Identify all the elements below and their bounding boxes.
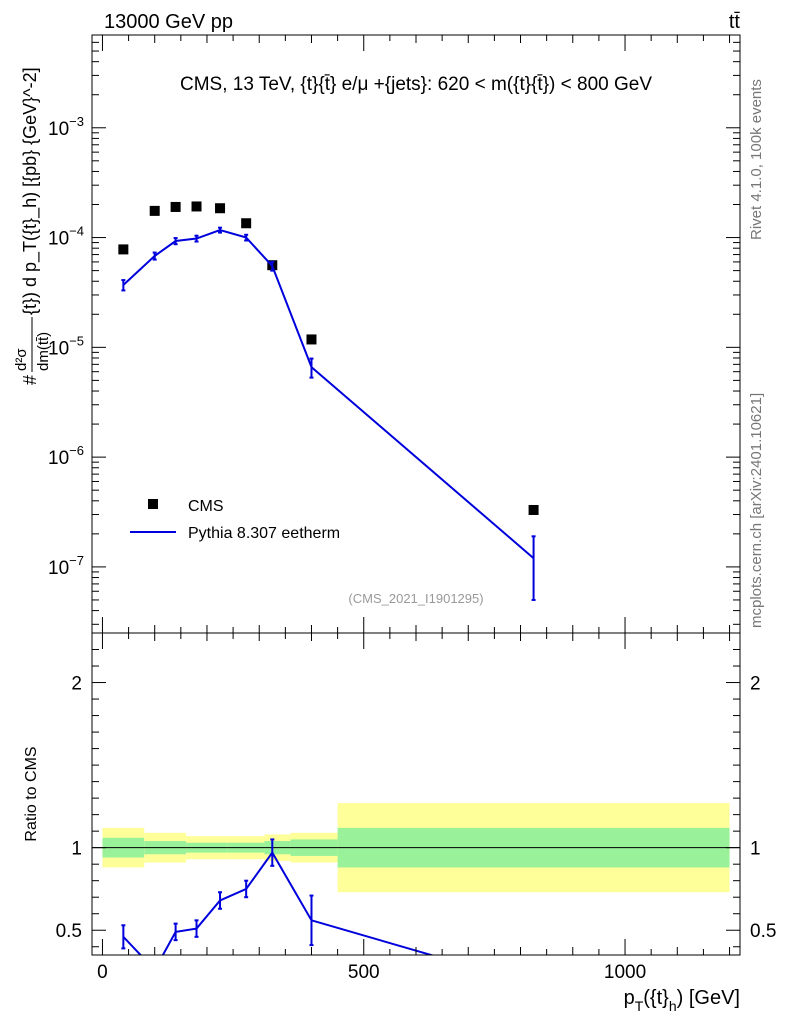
cms-marker — [528, 504, 539, 515]
y-tick-label-exp: −4 — [69, 224, 84, 239]
legend-cms-label: CMS — [188, 498, 224, 515]
y-tick-label-base: 10 — [48, 338, 69, 359]
y-tick-label-exp: −5 — [69, 333, 84, 348]
y-tick-label-exp: −6 — [69, 443, 84, 458]
mcplots-label: mcplots.cern.ch [arXiv:2401.10621] — [748, 393, 765, 628]
ratio-y-tick-label: 1 — [71, 839, 82, 860]
ratio-y-tick-label: 0.5 — [56, 921, 82, 942]
analysis-tag: (CMS_2021_I1901295) — [348, 591, 483, 606]
y-axis-label-frac-num: d²σ — [13, 348, 30, 371]
cms-marker — [191, 201, 202, 212]
x-tick-label: 500 — [348, 962, 380, 983]
legend-cms-marker — [148, 499, 158, 509]
cms-marker — [215, 203, 226, 214]
main-frame — [91, 34, 741, 634]
y-tick-label-base: 10 — [48, 119, 69, 140]
cms-marker — [306, 334, 317, 345]
x-axis-label-sub-h: h — [669, 998, 677, 1014]
cms-marker — [118, 244, 129, 255]
ratio-frame — [91, 632, 741, 956]
y-tick-label-base: 10 — [48, 229, 69, 250]
legend-pythia-label: Pythia 8.307 eetherm — [188, 525, 340, 542]
y-tick-label: 10−5 — [48, 333, 84, 359]
x-tick-label: 0 — [97, 962, 108, 983]
legend: CMS Pythia 8.307 eetherm — [130, 498, 340, 542]
y-tick-label-base: 10 — [48, 558, 69, 579]
y-tick-label-exp: −7 — [69, 553, 84, 568]
ratio-y-label: Ratio to CMS — [23, 746, 40, 841]
x-tick-label: 1000 — [604, 962, 646, 983]
y-axis-label-rest: {t}) d p_T({t}_h) [{pb} {GeV}^-2] — [20, 67, 41, 315]
ratio-panel: 0 500 1000 0.5 0.5 1 1 2 2 Ratio to CMS — [23, 632, 776, 983]
rivet-label: Rivet 4.1.0, 100k events — [748, 79, 765, 240]
cms-marker — [170, 201, 181, 212]
chart-title: CMS, 13 TeV, {t}{t̄} e/μ +{jets}: 620 < … — [180, 74, 652, 95]
ratio-y-tick-label-right: 2 — [750, 674, 761, 695]
y-tick-label: 10−4 — [48, 224, 84, 250]
x-axis-label-p: p — [624, 987, 635, 1009]
ratio-y-tick-label-right: 1 — [750, 839, 761, 860]
svg-text:pT({t}h) [GeV]: pT({t}h) [GeV] — [624, 987, 740, 1014]
x-axis-label-mid: ({t} — [643, 987, 669, 1009]
header-right: tt̄ — [729, 11, 741, 33]
pythia-line — [122, 229, 535, 559]
main-panel: 10−710−610−510−410−3 CMS, 13 TeV, {t}{t̄… — [13, 34, 741, 634]
cms-marker — [149, 205, 160, 216]
x-axis-label: pT({t}h) [GeV] — [624, 987, 740, 1014]
y-tick-label: 10−6 — [48, 443, 84, 469]
x-axis-label-end: ) [GeV] — [677, 987, 740, 1009]
y-axis-label-frac-den: dm(tt̄) — [35, 332, 52, 371]
cms-marker — [241, 218, 252, 229]
y-axis-label-hash: # — [20, 375, 40, 385]
ratio-y-tick-label: 2 — [71, 674, 82, 695]
x-axis-label-sub-t: T — [635, 998, 644, 1014]
y-axis-label: # d²σ dm(tt̄) {t}) d p_T({t}_h) [{pb} {G… — [13, 67, 52, 385]
y-tick-label-exp: −3 — [69, 114, 84, 129]
y-tick-label: 10−7 — [48, 553, 84, 579]
y-tick-label-base: 10 — [48, 448, 69, 469]
y-tick-label: 10−3 — [48, 114, 84, 140]
header-left: 13000 GeV pp — [104, 11, 233, 33]
ratio-y-tick-label-right: 0.5 — [750, 921, 776, 942]
